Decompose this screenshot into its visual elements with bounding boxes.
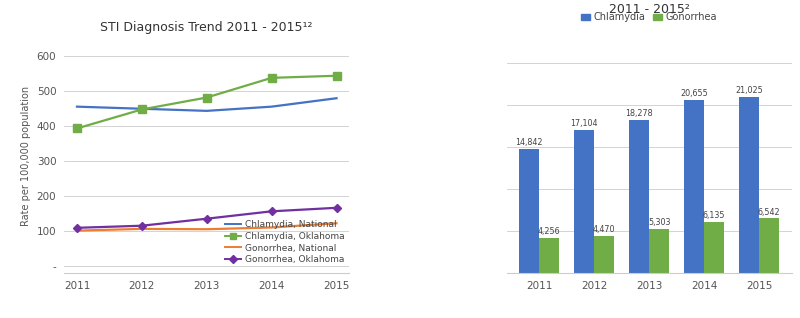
- Bar: [704, 222, 724, 273]
- Text: 6,542: 6,542: [758, 208, 781, 217]
- Text: 20,655: 20,655: [681, 89, 708, 98]
- Text: 4,470: 4,470: [593, 225, 615, 234]
- Bar: [574, 130, 594, 273]
- Legend: Chlamydia, National, Chlamydia, Oklahoma, Gonorrhea, National, Gonorrhea, Oklaho: Chlamydia, National, Chlamydia, Oklahoma…: [225, 220, 345, 264]
- Text: 6,135: 6,135: [703, 211, 726, 220]
- Bar: [539, 238, 559, 273]
- Bar: [630, 120, 650, 273]
- Text: 21,025: 21,025: [735, 86, 763, 95]
- Title: STI Diagnosis Trend 2011 - 2015¹²: STI Diagnosis Trend 2011 - 2015¹²: [101, 21, 313, 34]
- Text: 17,104: 17,104: [570, 119, 598, 128]
- Bar: [519, 149, 539, 273]
- Legend: Chlamydia, Gonorrhea: Chlamydia, Gonorrhea: [581, 12, 718, 23]
- Title: Oklahoma STI Case Volume
2011 - 2015²: Oklahoma STI Case Volume 2011 - 2015²: [563, 0, 735, 16]
- Bar: [650, 229, 669, 273]
- Text: 5,303: 5,303: [648, 218, 670, 227]
- Text: 18,278: 18,278: [626, 109, 653, 118]
- Text: 4,256: 4,256: [538, 227, 561, 236]
- Bar: [685, 100, 704, 273]
- Bar: [759, 218, 779, 273]
- Text: 14,842: 14,842: [516, 138, 543, 147]
- Y-axis label: Rate per 100,000 population: Rate per 100,000 population: [21, 86, 31, 226]
- Bar: [739, 97, 759, 273]
- Bar: [594, 236, 614, 273]
